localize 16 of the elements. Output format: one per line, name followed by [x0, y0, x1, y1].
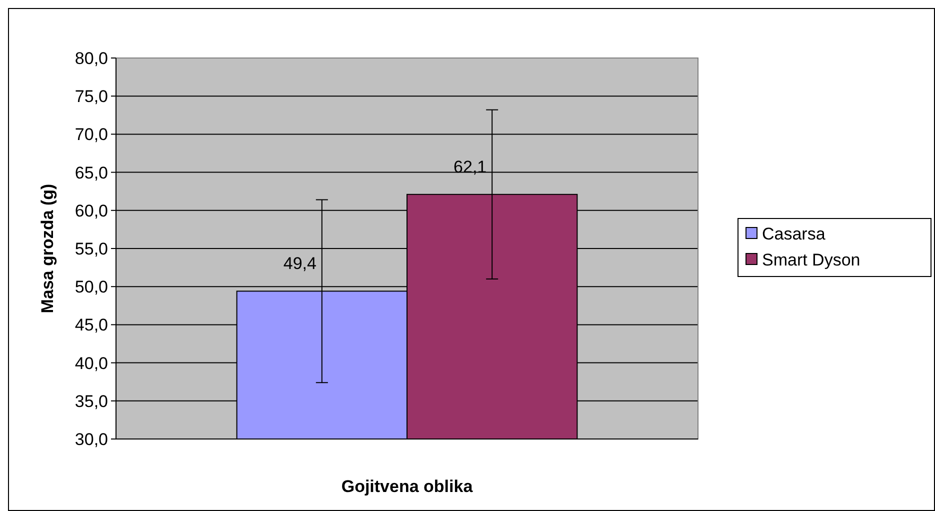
- x-axis-title: Gojitvena oblika: [341, 477, 474, 496]
- y-tick-label: 70,0: [74, 125, 108, 144]
- y-tick-label: 45,0: [74, 316, 108, 335]
- y-tick-label: 80,0: [74, 48, 108, 68]
- y-tick-label: 65,0: [74, 163, 108, 182]
- y-tick-label: 50,0: [74, 278, 108, 297]
- y-tick-label: 40,0: [74, 354, 108, 373]
- y-tick-label: 30,0: [74, 430, 108, 449]
- y-tick-label: 60,0: [74, 201, 108, 220]
- y-axis-title: Masa grozda (g): [38, 184, 57, 314]
- legend-label: Casarsa: [762, 224, 826, 244]
- legend-label: Smart Dyson: [762, 250, 860, 270]
- data-label: 49,4: [283, 254, 316, 274]
- y-tick-label: 75,0: [74, 87, 108, 106]
- y-tick-label: 55,0: [74, 239, 108, 258]
- y-tick-label: 35,0: [74, 392, 108, 411]
